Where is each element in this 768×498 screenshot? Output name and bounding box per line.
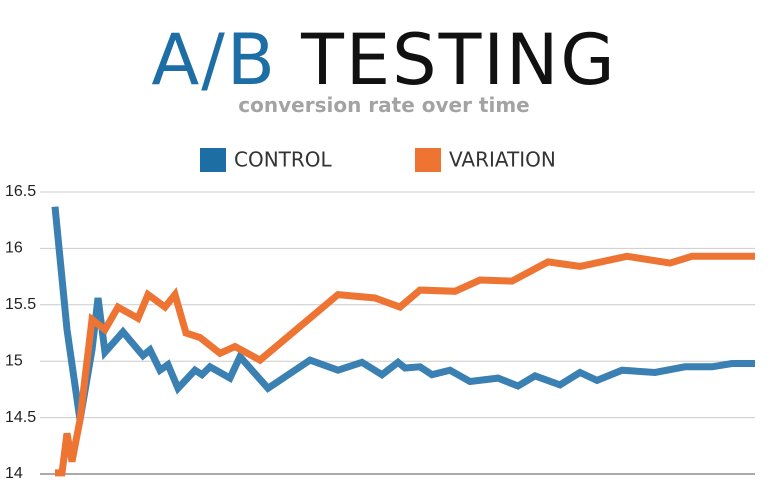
y-tick-label: 14.5: [5, 409, 36, 426]
y-tick-label: 14: [5, 465, 23, 482]
legend-label: CONTROL: [234, 148, 333, 172]
legend-label: VARIATION: [449, 148, 556, 172]
legend-swatch: [200, 148, 226, 172]
series-line: [55, 252, 755, 477]
chart-title: A/B TESTING: [151, 19, 616, 101]
y-tick-label: 15.5: [5, 296, 36, 313]
y-tick-label: 16.5: [5, 183, 36, 200]
y-tick-label: 16: [5, 240, 23, 257]
chart-subtitle: conversion rate over time: [238, 93, 529, 117]
series-line: [51, 206, 755, 421]
legend-swatch: [415, 148, 441, 172]
y-tick-label: 15: [5, 352, 23, 369]
